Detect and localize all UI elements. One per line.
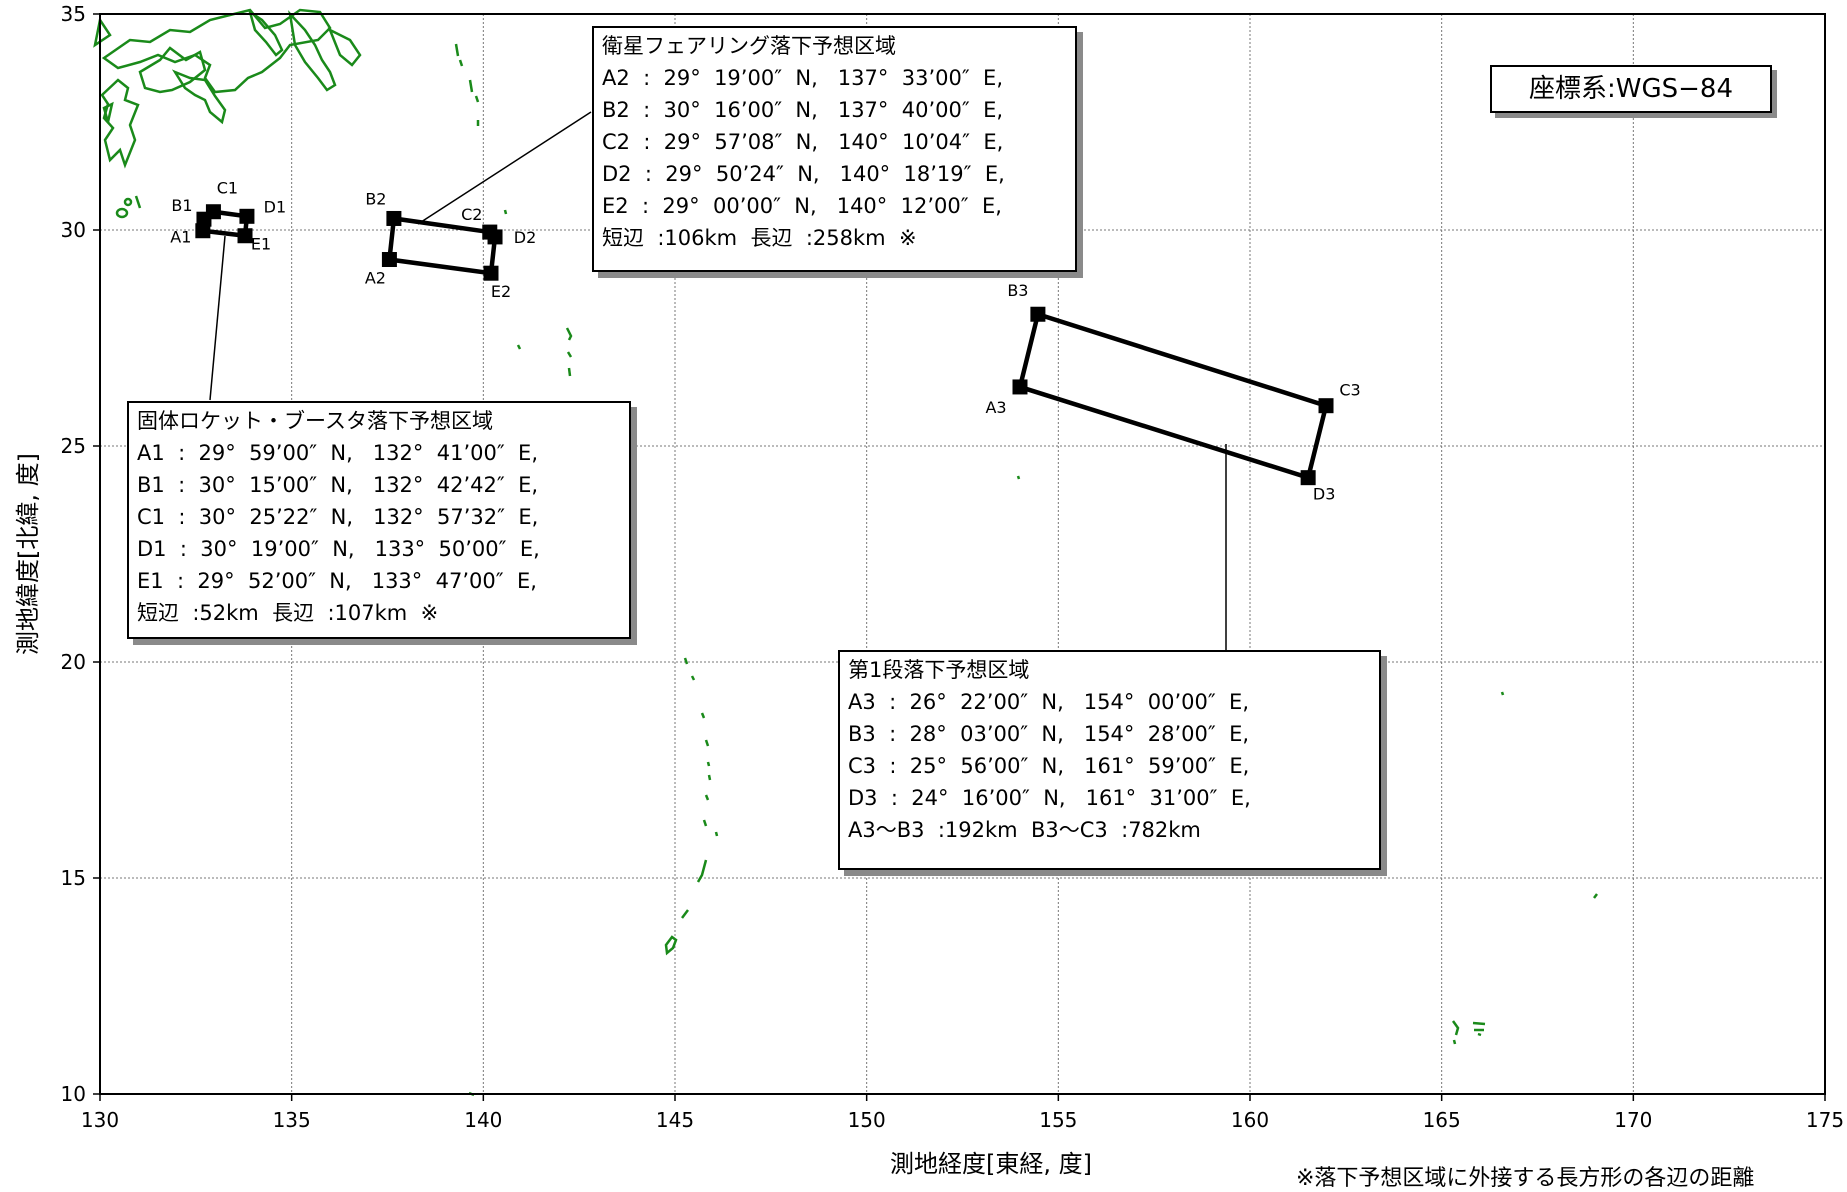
fairing-zone-box: 衛星フェアリング落下予想区域 A2 : 29° 19’00″ N, 137° 3… xyxy=(592,26,1077,272)
axis-ticks: 130 135 140 145 150 155 160 165 170 175 10 15 20 25 30… xyxy=(61,2,1845,1132)
leader-fairing xyxy=(417,111,592,225)
x-tick-label: 155 xyxy=(1039,1108,1077,1132)
vertex-label-E2: E2 xyxy=(491,282,511,301)
plot-frame xyxy=(99,13,1826,1095)
booster-box-line: 短辺 :52km 長辺 :107km ※ xyxy=(137,601,439,625)
zone-outline-C xyxy=(1017,311,1329,481)
vertex-marker-A3 xyxy=(1012,379,1028,395)
vertex-marker-D2 xyxy=(487,229,503,245)
stage1-box-line: C3 : 25° 56’00″ N, 161° 59’00″ E, xyxy=(848,754,1250,778)
vertex-marker-A1 xyxy=(195,223,211,239)
x-tick-label: 160 xyxy=(1231,1108,1269,1132)
y-tick-label: 20 xyxy=(61,650,86,674)
vertex-label-A1: A1 xyxy=(170,228,191,247)
vertex-label-B1: B1 xyxy=(171,196,192,215)
fairing-box-line: D2 : 29° 50’24″ N, 140° 18’19″ E, xyxy=(602,162,1005,186)
fall-zones: A1 B1 C1 D1 E1 A2 B2 C2 D2 E2 A3 B3 C3 D3 xyxy=(170,179,1360,504)
vertex-label-C2: C2 xyxy=(461,205,482,224)
booster-box-title: 固体ロケット・ブースタ落下予想区域 xyxy=(137,409,493,433)
booster-box-line: D1 : 30° 19’00″ N, 133° 50’00″ E, xyxy=(137,537,540,561)
vertex-label-E1: E1 xyxy=(251,235,271,254)
x-tick-label: 170 xyxy=(1614,1108,1652,1132)
vertex-marker-B2 xyxy=(386,210,402,226)
y-tick-label: 10 xyxy=(61,1082,86,1106)
vertex-marker-C1 xyxy=(205,204,221,220)
x-tick-label: 135 xyxy=(273,1108,311,1132)
fairing-box-line: A2 : 29° 19’00″ N, 137° 33’00″ E, xyxy=(602,66,1003,90)
stage1-box-line: D3 : 24° 16’00″ N, 161° 31’00″ E, xyxy=(848,786,1251,810)
stage1-box-line: A3〜B3 :192km B3〜C3 :782km xyxy=(848,818,1201,842)
stage1-zone-box: 第1段落下予想区域 A3 : 26° 22’00″ N, 154° 00’00″… xyxy=(838,650,1381,870)
vertex-marker-B3 xyxy=(1030,306,1046,322)
x-tick-label: 150 xyxy=(848,1108,886,1132)
fairing-box-line: 短辺 :106km 長辺 :258km ※ xyxy=(602,226,917,250)
booster-box-line: B1 : 30° 15’00″ N, 132° 42’42″ E, xyxy=(137,473,539,497)
zone-outline-B xyxy=(386,215,498,276)
vertex-label-C1: C1 xyxy=(217,179,238,198)
fairing-box-title: 衛星フェアリング落下予想区域 xyxy=(602,34,896,58)
coastline xyxy=(93,8,1598,1097)
x-axis-title: 測地経度[東経, 度] xyxy=(890,1150,1092,1178)
stage1-box-line: A3 : 26° 22’00″ N, 154° 00’00″ E, xyxy=(848,690,1249,714)
vertex-marker-C3 xyxy=(1318,398,1334,414)
vertex-label-C3: C3 xyxy=(1339,381,1360,400)
vertex-label-D2: D2 xyxy=(514,228,537,247)
vertex-label-A2: A2 xyxy=(365,269,386,288)
x-tick-label: 140 xyxy=(464,1108,502,1132)
fairing-box-line: C2 : 29° 57’08″ N, 140° 10’04″ E, xyxy=(602,130,1004,154)
vertex-label-D1: D1 xyxy=(264,197,287,216)
y-tick-label: 15 xyxy=(61,866,86,890)
x-tick-label: 145 xyxy=(656,1108,694,1132)
vertex-marker-E2 xyxy=(483,265,499,281)
x-tick-label: 130 xyxy=(81,1108,119,1132)
fairing-box-line: B2 : 30° 16’00″ N, 137° 40’00″ E, xyxy=(602,98,1004,122)
footnote: ※落下予想区域に外接する長方形の各辺の距離 xyxy=(1296,1166,1755,1191)
fairing-box-line: E2 : 29° 00’00″ N, 140° 12’00″ E, xyxy=(602,194,1002,218)
vertex-label-D3: D3 xyxy=(1313,485,1336,504)
vertex-label-B3: B3 xyxy=(1007,281,1028,300)
x-tick-label: 165 xyxy=(1423,1108,1461,1132)
stage1-box-line: B3 : 28° 03’00″ N, 154° 28’00″ E, xyxy=(848,722,1250,746)
y-tick-label: 35 xyxy=(61,2,86,26)
leader-booster xyxy=(209,235,226,401)
x-tick-label: 175 xyxy=(1806,1108,1844,1132)
stage1-box-title: 第1段落下予想区域 xyxy=(848,658,1030,682)
booster-box-line: C1 : 30° 25’22″ N, 132° 57’32″ E, xyxy=(137,505,539,529)
vertex-marker-D3 xyxy=(1300,470,1316,486)
vertex-marker-E1 xyxy=(237,228,253,244)
booster-box-line: A1 : 29° 59’00″ N, 132° 41’00″ E, xyxy=(137,441,538,465)
y-axis-title: 測地緯度[北緯, 度] xyxy=(14,453,42,655)
y-tick-label: 25 xyxy=(61,434,86,458)
leader-lines xyxy=(209,111,1227,650)
y-tick-label: 30 xyxy=(61,218,86,242)
vertex-label-B2: B2 xyxy=(365,189,386,208)
booster-zone-box: 固体ロケット・ブースタ落下予想区域 A1 : 29° 59’00″ N, 132… xyxy=(127,401,631,639)
vertex-marker-A2 xyxy=(381,252,397,268)
booster-box-line: E1 : 29° 52’00″ N, 133° 47’00″ E, xyxy=(137,569,537,593)
coordinate-system-label: 座標系:WGS−84 xyxy=(1490,65,1772,113)
vertex-marker-D1 xyxy=(239,208,255,224)
vertex-label-A3: A3 xyxy=(985,398,1006,417)
